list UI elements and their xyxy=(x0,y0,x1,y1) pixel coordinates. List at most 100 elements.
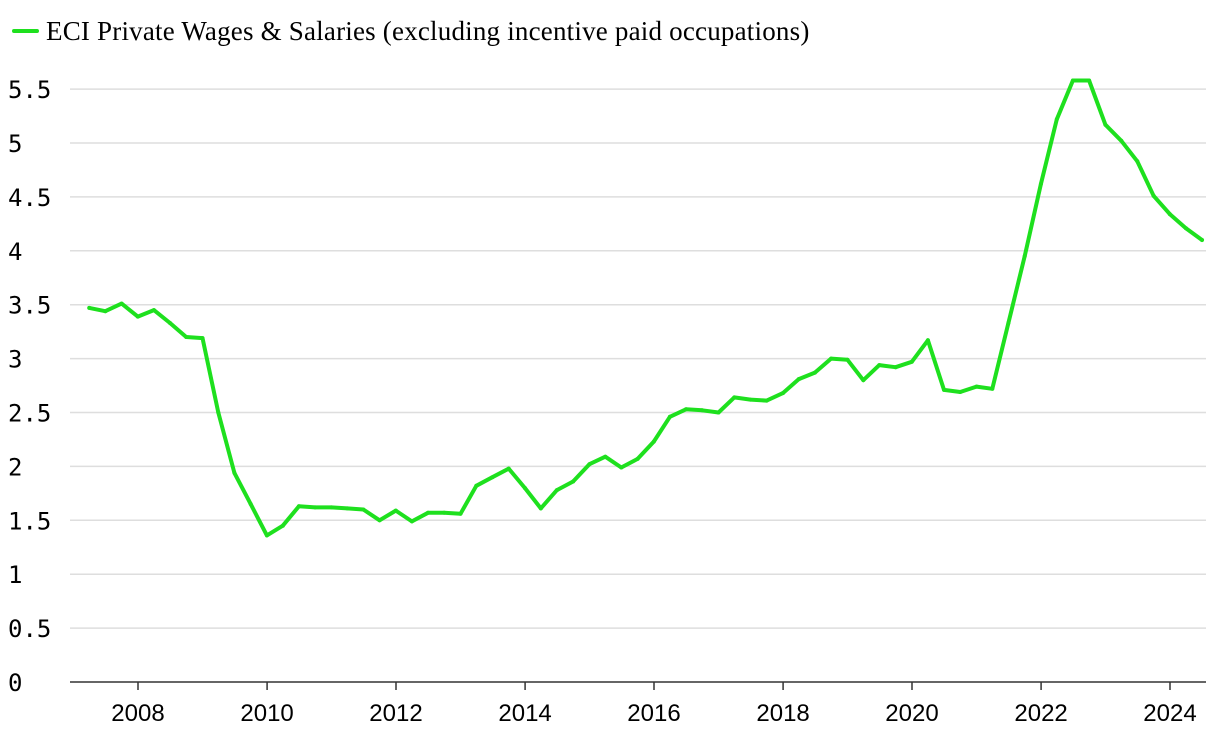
data-point xyxy=(329,505,334,510)
x-tick-label: 2018 xyxy=(756,700,809,727)
data-point xyxy=(587,462,592,467)
data-point xyxy=(377,518,382,523)
data-point xyxy=(812,370,817,375)
data-point xyxy=(442,510,447,515)
data-point xyxy=(87,305,92,310)
chart-legend: ECI Private Wages & Salaries (excluding … xyxy=(12,14,810,48)
y-tick-label: 5.5 xyxy=(8,76,51,104)
data-point xyxy=(313,505,318,510)
data-point xyxy=(1054,117,1059,122)
data-point xyxy=(184,335,189,339)
data-point xyxy=(909,359,914,364)
data-point xyxy=(764,398,769,403)
data-point xyxy=(1038,182,1043,186)
data-point xyxy=(1087,78,1092,83)
data-point xyxy=(1135,159,1140,164)
y-tick-label: 5 xyxy=(8,130,22,158)
data-point xyxy=(635,456,640,461)
legend-label: ECI Private Wages & Salaries (excluding … xyxy=(46,15,810,46)
data-point xyxy=(103,309,108,314)
y-tick-label: 2 xyxy=(8,453,22,481)
y-tick-label: 1 xyxy=(8,561,22,589)
series-layer xyxy=(87,78,1204,538)
x-tick-label: 2022 xyxy=(1014,700,1067,727)
data-point xyxy=(796,377,801,382)
data-point xyxy=(732,395,737,400)
data-point xyxy=(1151,193,1156,198)
data-point xyxy=(684,407,688,412)
data-point xyxy=(1006,321,1011,325)
data-point xyxy=(135,314,140,319)
data-point xyxy=(264,533,269,538)
x-tick-label: 2016 xyxy=(627,700,680,727)
data-point xyxy=(538,506,543,511)
data-point xyxy=(861,378,866,383)
data-point xyxy=(603,454,608,459)
series-line-0 xyxy=(87,78,1204,538)
data-point xyxy=(990,386,995,391)
y-tick-label: 0.5 xyxy=(8,615,51,643)
data-point xyxy=(119,301,124,306)
data-points xyxy=(87,78,1204,538)
data-point xyxy=(474,483,479,488)
data-point xyxy=(506,466,511,471)
data-point xyxy=(845,357,850,362)
legend-swatch xyxy=(12,29,39,33)
data-point xyxy=(974,384,979,389)
data-point xyxy=(780,391,785,396)
data-point xyxy=(651,439,656,444)
data-point xyxy=(248,502,253,507)
x-axis-ticks: 2008 2010 2012 2014 2016 2018 2020 2022 2024 xyxy=(111,682,1197,727)
data-point xyxy=(619,465,624,470)
data-point xyxy=(1022,254,1027,259)
data-point xyxy=(1070,78,1075,83)
x-tick-label: 2012 xyxy=(369,700,422,727)
y-tick-label: 0 xyxy=(8,669,22,697)
data-point xyxy=(1200,238,1204,242)
data-point xyxy=(554,488,559,493)
grid-lines xyxy=(70,88,1206,629)
x-tick-label: 2014 xyxy=(498,700,551,727)
x-tick-label: 2024 xyxy=(1143,700,1196,727)
data-point xyxy=(280,523,285,528)
data-point xyxy=(716,410,721,415)
data-point xyxy=(458,511,463,516)
data-point xyxy=(829,356,834,361)
data-point xyxy=(700,408,705,413)
data-point xyxy=(151,308,156,313)
y-tick-label: 4.5 xyxy=(8,184,51,212)
data-point xyxy=(232,470,237,475)
y-tick-label: 3.5 xyxy=(8,292,51,320)
data-point xyxy=(877,363,882,368)
data-point xyxy=(748,397,753,402)
data-point xyxy=(216,410,221,415)
data-point xyxy=(200,336,205,341)
data-point xyxy=(1103,122,1108,127)
data-point xyxy=(958,390,963,394)
data-point xyxy=(490,475,495,480)
data-point xyxy=(522,486,527,490)
y-tick-label: 4 xyxy=(8,238,22,266)
data-point xyxy=(1183,226,1188,231)
y-axis-ticks: 0 0.5 1 1.5 2 2.5 3 3.5 4 4.5 5 5.5 xyxy=(8,76,51,697)
data-point xyxy=(925,338,930,343)
y-tick-label: 2.5 xyxy=(8,400,51,428)
y-tick-label: 1.5 xyxy=(8,507,51,535)
x-tick-label: 2020 xyxy=(885,700,938,727)
data-point xyxy=(345,506,350,511)
data-point xyxy=(942,387,946,392)
data-point xyxy=(393,508,398,513)
data-point xyxy=(409,519,414,524)
data-point xyxy=(571,479,576,484)
data-point xyxy=(296,504,301,509)
data-point xyxy=(361,507,366,512)
data-point xyxy=(426,510,430,515)
data-point xyxy=(168,321,172,325)
data-point xyxy=(893,365,898,370)
x-tick-label: 2008 xyxy=(111,700,164,727)
x-tick-label: 2010 xyxy=(240,700,293,727)
data-point xyxy=(1119,138,1124,143)
data-point xyxy=(667,414,672,419)
y-tick-label: 3 xyxy=(8,346,22,374)
